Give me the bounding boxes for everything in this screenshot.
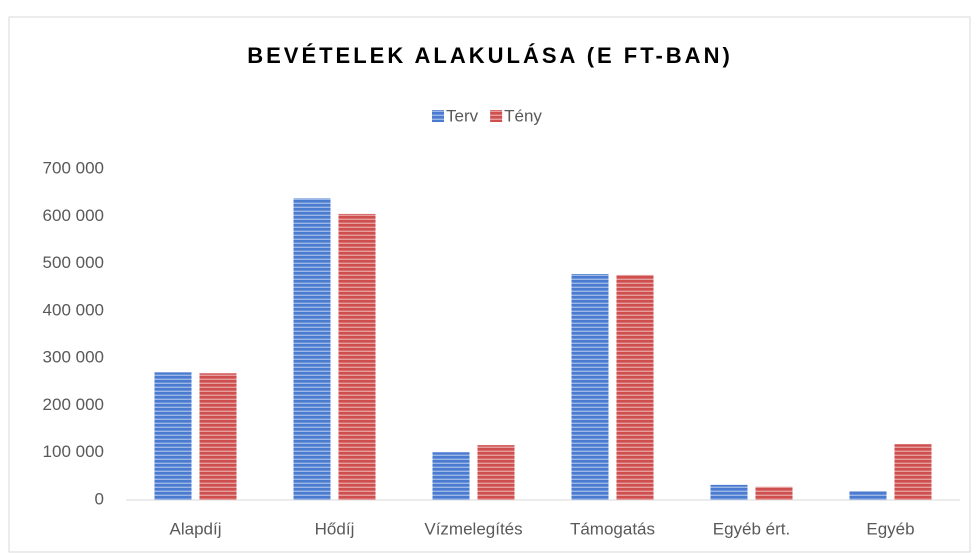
legend-swatch <box>490 110 503 122</box>
bar <box>477 445 515 500</box>
bar <box>755 486 793 500</box>
bar <box>432 452 470 500</box>
y-tick-label: 300 000 <box>43 348 104 367</box>
x-tick-label: Egyéb ért. <box>713 519 791 538</box>
y-tick-label: 0 <box>95 489 104 508</box>
bar <box>849 491 887 500</box>
bar <box>154 372 192 500</box>
bar <box>199 373 237 500</box>
y-tick-label: 700 000 <box>43 158 104 177</box>
x-tick-label: Egyéb <box>866 519 914 538</box>
x-tick-label: Támogatás <box>570 519 655 538</box>
bar <box>338 213 376 500</box>
bar <box>710 484 748 500</box>
x-tick-label: Vízmelegítés <box>424 519 522 538</box>
bar <box>894 444 932 500</box>
legend-swatch <box>432 110 444 122</box>
bar <box>293 198 331 500</box>
y-tick-label: 200 000 <box>43 395 104 414</box>
x-tick-label: Alapdíj <box>170 519 222 538</box>
legend-label: Tény <box>504 106 542 125</box>
y-tick-label: 500 000 <box>43 253 104 272</box>
bar <box>571 273 609 500</box>
x-tick-label: Hődíj <box>315 519 355 538</box>
y-tick-label: 400 000 <box>43 300 104 319</box>
y-tick-label: 100 000 <box>43 442 104 461</box>
chart-title: BEVÉTELEK ALAKULÁSA (E FT-BAN) <box>247 43 733 68</box>
y-tick-label: 600 000 <box>43 206 104 225</box>
legend-label: Terv <box>446 106 479 125</box>
bar <box>616 274 654 500</box>
